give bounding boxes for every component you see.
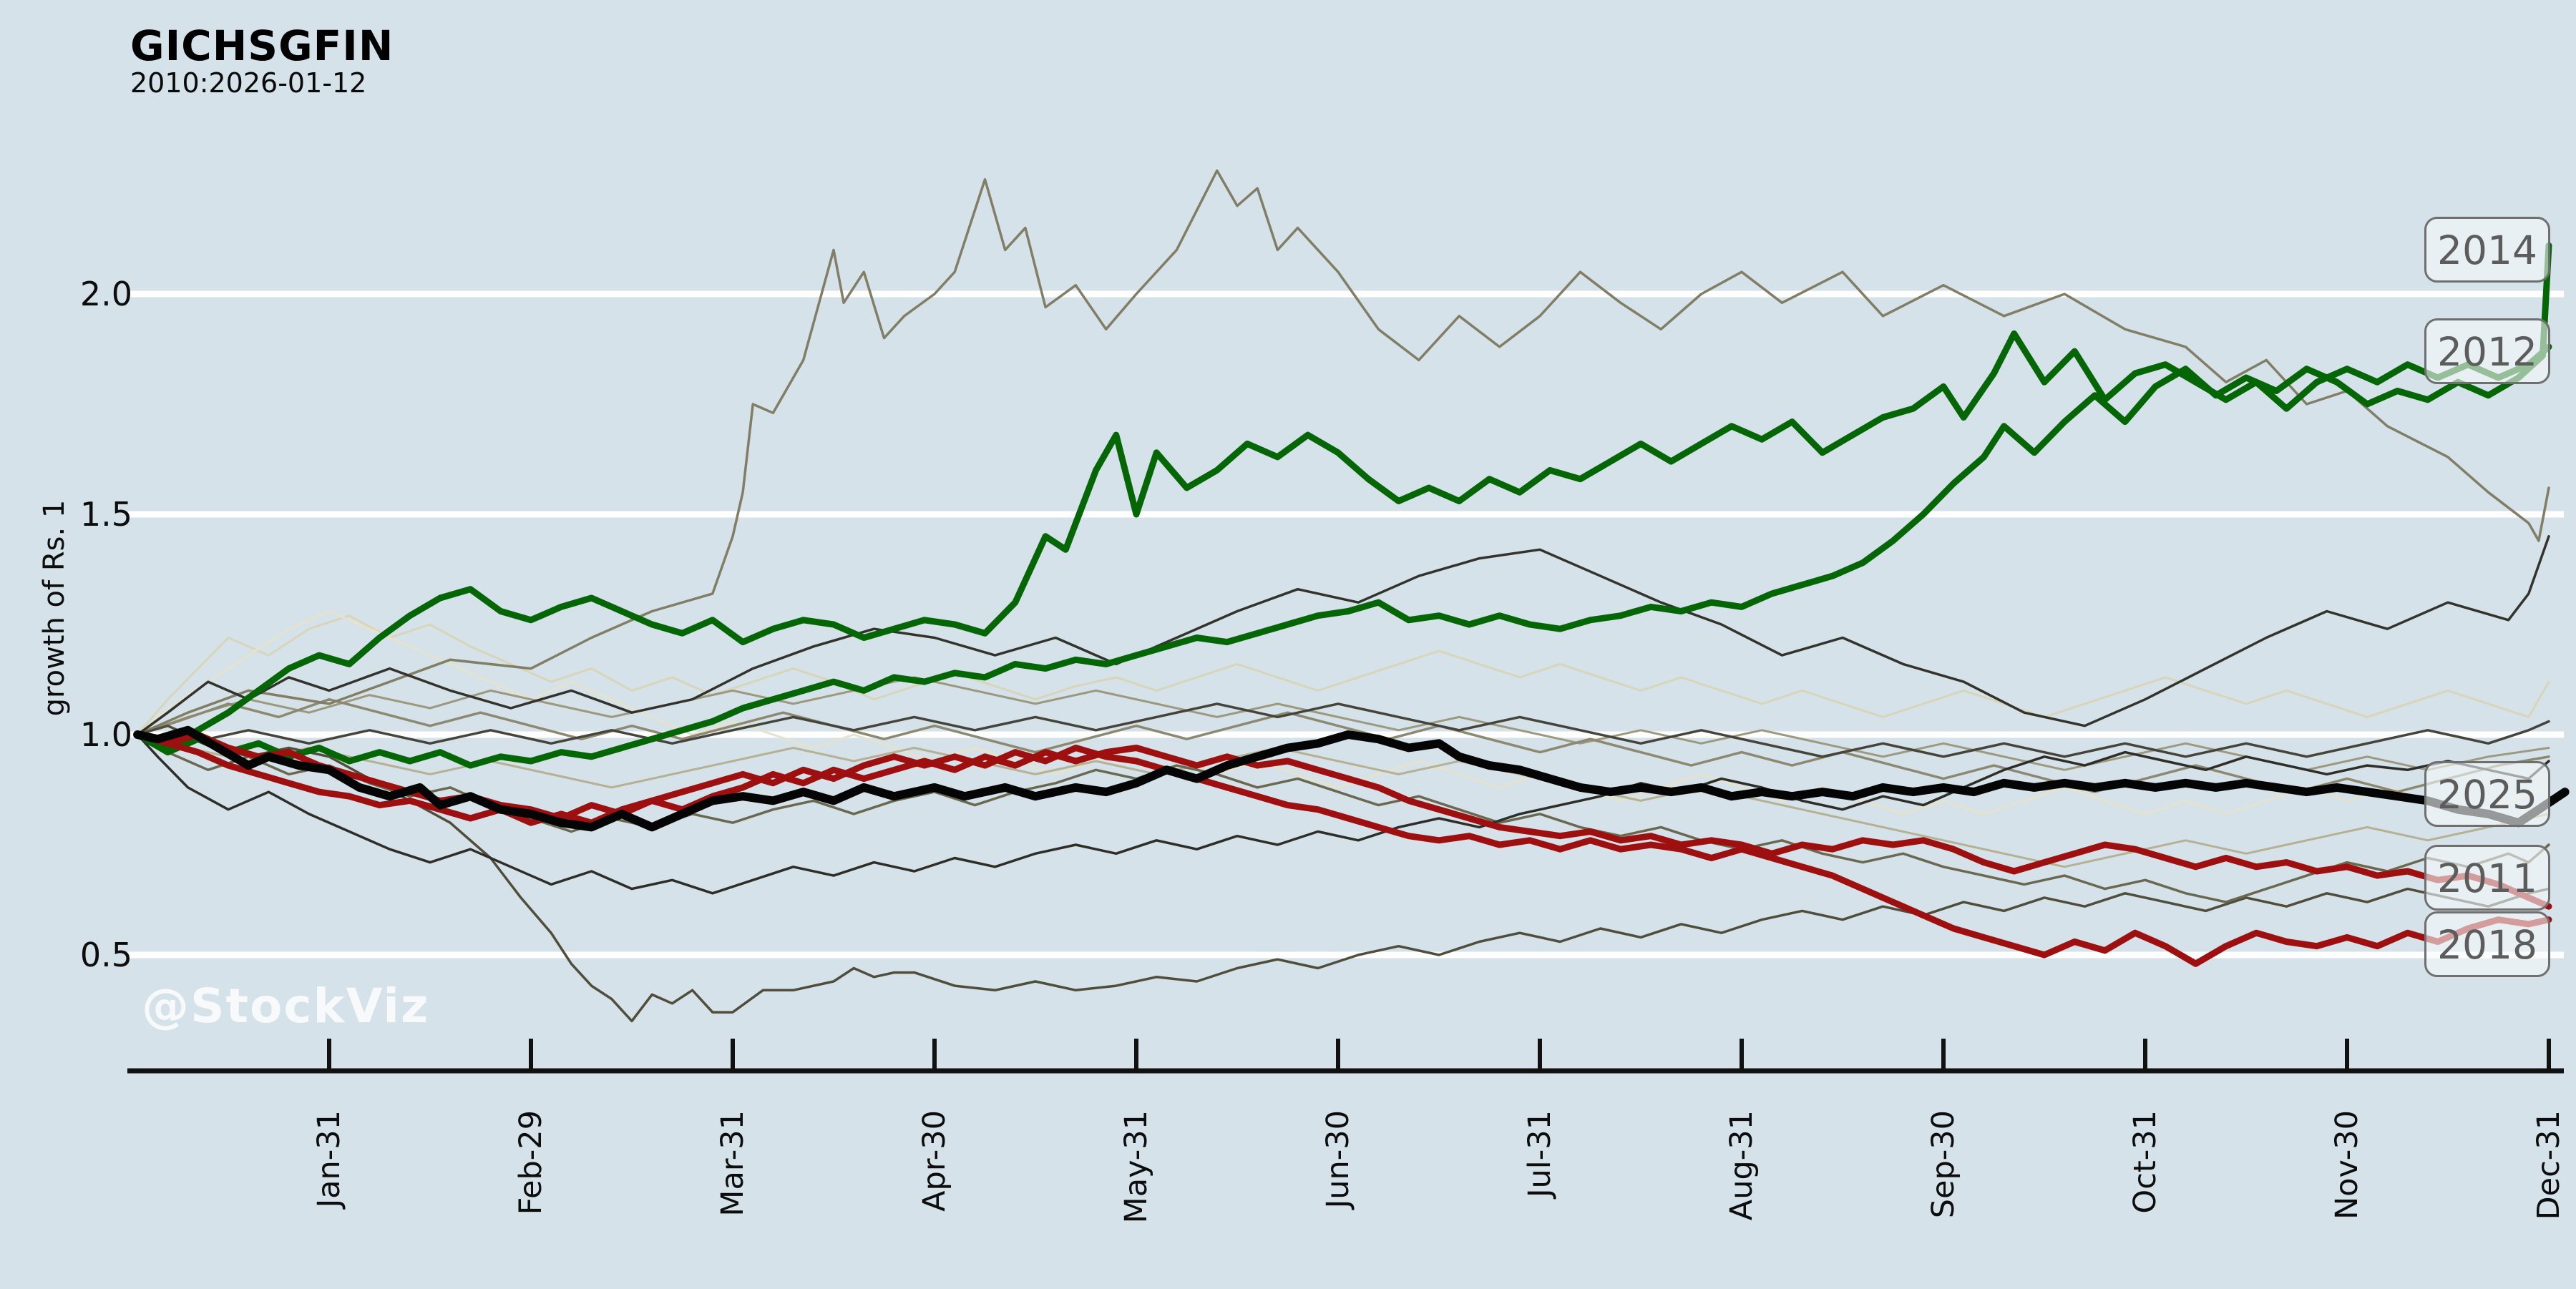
series-2014-line [134, 242, 2552, 769]
x-tick-apr-30: Apr-30 [917, 1110, 952, 1212]
series-gray-5-line [136, 697, 2550, 793]
stockviz-watermark: @StockViz [142, 979, 430, 1034]
y-tick-2-0: 2.0 [79, 275, 132, 313]
year-badge-2014: 2014 [2424, 217, 2550, 283]
x-tick-oct-31: Oct-31 [2127, 1110, 2163, 1214]
series-gray-7-line [136, 724, 2550, 1023]
date-range-subtitle: 2010:2026-01-12 [130, 67, 367, 99]
series-gray-10-line [136, 733, 2550, 895]
series-gray-11-line [136, 702, 2550, 758]
chart-header: GICHSGFIN 2010:2026-01-12 [130, 24, 394, 99]
series-2012-line [134, 330, 2552, 751]
year-badge-2011: 2011 [2424, 845, 2550, 911]
year-badge-2025: 2025 [2424, 761, 2550, 828]
x-tick-mar-31: Mar-31 [715, 1110, 751, 1217]
page-title: GICHSGFIN [130, 21, 394, 70]
x-tick-dec-31: Dec-31 [2531, 1110, 2567, 1220]
y-tick-1-0: 1.0 [79, 715, 132, 754]
x-tick-jul-31: Jul-31 [1522, 1110, 1558, 1198]
series-2025-line [133, 725, 2570, 832]
year-badge-2012: 2012 [2424, 318, 2550, 385]
x-tick-sep-30: Sep-30 [1926, 1110, 1961, 1219]
y-tick-1-5: 1.5 [79, 495, 132, 534]
series-gray-4-line [136, 676, 2550, 771]
x-tick-may-31: May-31 [1118, 1110, 1154, 1224]
series-gray-6-line [136, 169, 2550, 736]
x-tick-aug-31: Aug-31 [1724, 1110, 1760, 1221]
series-gray-9-line [136, 535, 2550, 736]
x-tick-feb-29: Feb-29 [513, 1110, 549, 1215]
x-tick-jan-31: Jan-31 [311, 1110, 347, 1208]
x-tick-nov-30: Nov-30 [2329, 1110, 2365, 1220]
x-tick-jun-30: Jun-30 [1320, 1110, 1356, 1209]
y-tick-0-5: 0.5 [79, 936, 132, 974]
year-badge-2018: 2018 [2424, 911, 2550, 977]
